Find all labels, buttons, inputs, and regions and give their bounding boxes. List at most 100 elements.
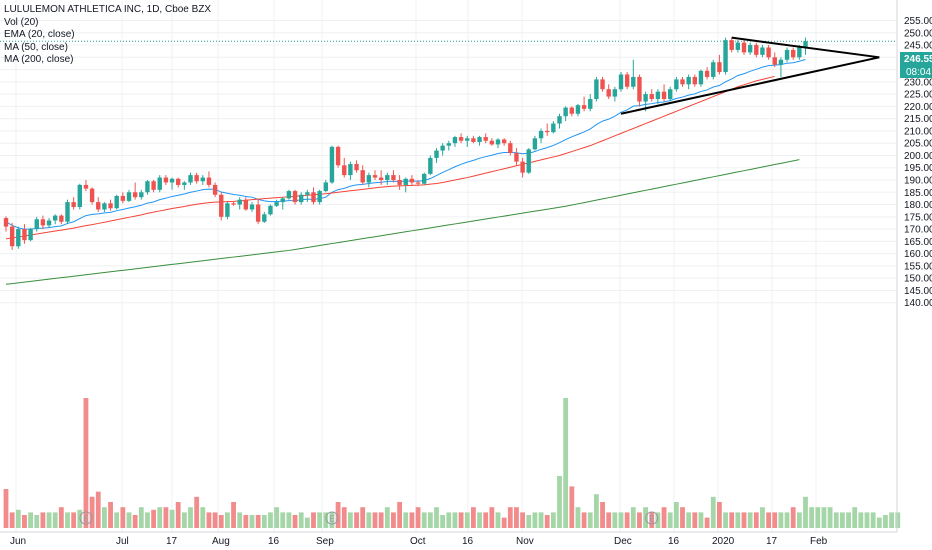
candle-body xyxy=(526,149,531,173)
triangle-pattern xyxy=(620,36,880,115)
candle-body xyxy=(9,226,15,247)
volume-bar xyxy=(52,512,58,528)
volume-bar xyxy=(237,512,243,528)
candle-body xyxy=(89,188,95,203)
volume-bar xyxy=(231,502,236,528)
earnings-marker-label: E xyxy=(329,515,334,524)
volume-bar xyxy=(550,512,556,528)
candle-body xyxy=(698,70,704,85)
volume-bar xyxy=(138,507,144,528)
price-tick-label: 215.00 xyxy=(904,114,932,125)
candle-body xyxy=(65,202,70,222)
volume-bar xyxy=(563,398,569,528)
volume-bar xyxy=(846,512,851,528)
price-tick-label: 185.00 xyxy=(904,188,932,199)
candle-body xyxy=(139,192,144,198)
candle-body xyxy=(102,203,107,210)
candle-body xyxy=(299,194,304,203)
candle-body xyxy=(661,91,667,100)
volume-bar xyxy=(46,512,52,528)
candle-body xyxy=(508,143,513,154)
candle-body xyxy=(335,146,341,166)
candle-body xyxy=(151,181,156,190)
volume-bar xyxy=(415,507,421,528)
candle-body xyxy=(385,175,390,181)
volume-bar xyxy=(102,507,107,528)
time-axis[interactable]: Jun Jul 17 Aug 16 Sep Oct 16 Nov Dec 16 2020 17 Feb xyxy=(0,531,897,547)
volume-bar xyxy=(477,512,482,528)
volume-bar xyxy=(581,512,587,528)
volume-bar xyxy=(292,515,298,528)
candle-body xyxy=(538,130,544,139)
ema-study-label[interactable]: EMA (20, close) xyxy=(4,29,75,40)
candle-body xyxy=(231,203,236,205)
candle-body xyxy=(182,182,187,185)
price-tick-label: 165.00 xyxy=(904,237,932,248)
candle-body xyxy=(397,180,402,185)
volume-bar xyxy=(606,512,612,528)
volume-bar xyxy=(630,507,636,528)
volume-bar xyxy=(9,512,15,528)
volume-bar xyxy=(464,512,470,528)
volume-bar xyxy=(446,512,452,528)
candle-body xyxy=(34,219,39,230)
candle-body xyxy=(649,94,654,100)
volume-bar xyxy=(575,507,581,528)
volume-bar xyxy=(58,507,64,528)
volume-bar xyxy=(760,507,765,528)
volume-bar xyxy=(175,502,181,528)
volume-bar xyxy=(304,517,310,528)
price-tick-label: 220.00 xyxy=(904,102,932,113)
candle-body xyxy=(225,203,230,217)
volume-bar xyxy=(741,512,747,528)
earnings-marker xyxy=(645,511,659,525)
candle-body xyxy=(268,205,273,215)
price-tick-label: 180.00 xyxy=(904,200,932,211)
ma50-study-label[interactable]: MA (50, close) xyxy=(4,41,68,53)
volume-bar xyxy=(637,512,642,528)
price-tick-label: 230.00 xyxy=(904,77,932,88)
time-tick-label: Sep xyxy=(316,536,334,547)
candle-body xyxy=(692,76,697,85)
volume-bar xyxy=(735,512,741,528)
volume-bar xyxy=(120,507,126,528)
volume-bar xyxy=(895,512,901,528)
volume-bar xyxy=(108,502,113,528)
price-tick-label: 250.00 xyxy=(904,28,932,39)
volume-bar xyxy=(673,502,679,528)
candle-body xyxy=(163,177,169,183)
volume-bar xyxy=(65,512,70,528)
time-tick-label: Jun xyxy=(10,536,26,547)
volume-study-label[interactable]: Vol (20) xyxy=(4,16,39,28)
candle-body xyxy=(243,199,249,210)
ma200-study-label[interactable]: MA (200, close) xyxy=(4,54,74,65)
candle-body xyxy=(735,42,741,50)
volume-bar xyxy=(883,515,888,528)
candle-body xyxy=(680,79,685,85)
volume-bar xyxy=(452,512,458,528)
candle-body xyxy=(772,57,777,65)
volume-bar xyxy=(89,496,95,528)
time-tick-label: 17 xyxy=(166,536,178,547)
volume-bar xyxy=(507,507,513,528)
price-tick-label: 255.00 xyxy=(904,16,932,27)
volume-bar xyxy=(421,512,427,528)
candle-body xyxy=(532,138,538,150)
symbol-title[interactable]: LULULEMON ATHLETICA INC, 1D, Cboe BZX xyxy=(4,4,212,15)
candle-body xyxy=(219,194,224,217)
volume-bar xyxy=(95,491,101,528)
volume-bar xyxy=(778,512,784,528)
candle-body xyxy=(631,76,636,87)
candle-body xyxy=(108,203,113,209)
volume-bar xyxy=(286,512,292,528)
price-tick-label: 210.00 xyxy=(904,126,932,137)
volume-bar xyxy=(458,512,464,528)
volume-bar xyxy=(261,515,267,528)
volume-bar xyxy=(280,512,286,528)
volume-bar xyxy=(372,512,378,528)
candle-body xyxy=(581,105,587,109)
volume-bar xyxy=(649,512,655,528)
candle-body xyxy=(440,145,445,151)
